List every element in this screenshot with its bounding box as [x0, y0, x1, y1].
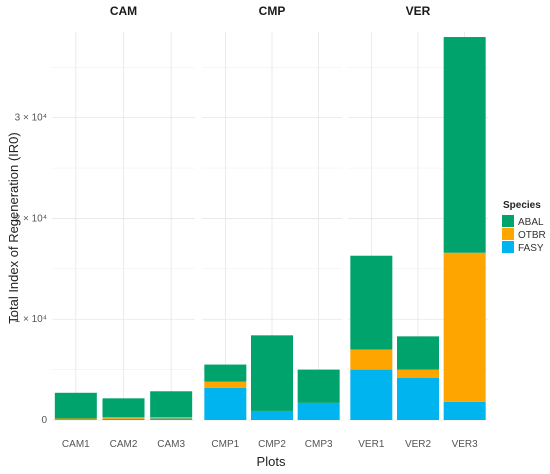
bar-cmp2-abal: [251, 335, 293, 411]
y-axis-ticks: 0 1 × 10⁴ 2 × 10⁴ 3 × 10⁴: [15, 113, 48, 426]
legend-label-fasy: FASY: [518, 243, 544, 254]
bar-ver2-abal: [397, 336, 439, 370]
bar-ver3-otbr: [443, 252, 486, 402]
x-axis-ticks: CAM1 CAM2 CAM3 CMP1 CMP2 CMP3 VER1 VER2 VER3: [62, 439, 478, 450]
legend-entries: ABAL OTBR FASY: [502, 215, 546, 254]
legend-key-abal: [502, 215, 514, 227]
y-tick-label: 1 × 10⁴: [15, 314, 47, 325]
bar-cam3-fasy: [150, 418, 193, 420]
legend-label-otbr: OTBR: [518, 230, 546, 241]
bar-cam1-abal: [54, 392, 97, 419]
bar-cam2-abal: [102, 398, 145, 418]
legend-key-fasy: [502, 241, 514, 253]
x-tick-label-ver3: VER3: [452, 439, 479, 450]
facet-strip-ver: VER: [406, 4, 431, 18]
bar-ver2-fasy: [397, 377, 439, 420]
x-tick-label-cmp2: CMP2: [258, 439, 286, 450]
bar-cam1-fasy: [54, 419, 97, 420]
y-tick-label: 0: [41, 415, 47, 426]
legend-label-abal: ABAL: [518, 217, 544, 228]
x-tick-label-cam2: CAM2: [110, 439, 138, 450]
bar-cmp3-fasy: [297, 402, 340, 420]
bar-cmp1-fasy: [204, 387, 247, 420]
x-tick-label-cmp1: CMP1: [211, 439, 239, 450]
bar-cmp1-otbr: [204, 381, 247, 388]
x-axis-title: Plots: [257, 454, 286, 469]
bar-ver2-otbr: [397, 369, 439, 378]
x-tick-label-ver1: VER1: [358, 439, 385, 450]
legend-title: Species: [503, 200, 541, 211]
bar-ver1-abal: [350, 255, 393, 350]
bar-cam1-otbr: [54, 418, 97, 420]
bar-ver1-otbr: [350, 349, 393, 370]
bar-cam2-fasy: [102, 418, 145, 420]
x-tick-label-ver2: VER2: [405, 439, 432, 450]
facet-strip-cmp: CMP: [259, 4, 286, 18]
y-axis-title: Total Index of Regeneration (IR0): [6, 132, 21, 324]
bar-cmp3-abal: [297, 369, 340, 403]
bar-ver3-fasy: [443, 401, 486, 420]
bar-cmp1-abal: [204, 364, 247, 382]
y-tick-label: 3 × 10⁴: [15, 113, 47, 124]
legend-key-otbr: [502, 228, 514, 240]
bar-ver1-fasy: [350, 369, 393, 420]
bar-ver3-abal: [443, 37, 486, 253]
x-tick-label-cam3: CAM3: [157, 439, 185, 450]
bar-cam3-otbr: [150, 417, 193, 419]
facet-strips: CAM CMP VER: [110, 4, 431, 18]
facet-strip-cam: CAM: [110, 4, 137, 18]
x-tick-label-cmp3: CMP3: [305, 439, 333, 450]
bar-cam3-abal: [150, 391, 193, 418]
bar-cam2-otbr: [102, 417, 145, 419]
legend: Species ABAL OTBR FASY: [502, 200, 546, 254]
y-tick-label: 2 × 10⁴: [15, 213, 47, 224]
bar-cmp2-fasy: [251, 410, 293, 420]
x-tick-label-cam1: CAM1: [62, 439, 90, 450]
bars: [54, 37, 486, 420]
